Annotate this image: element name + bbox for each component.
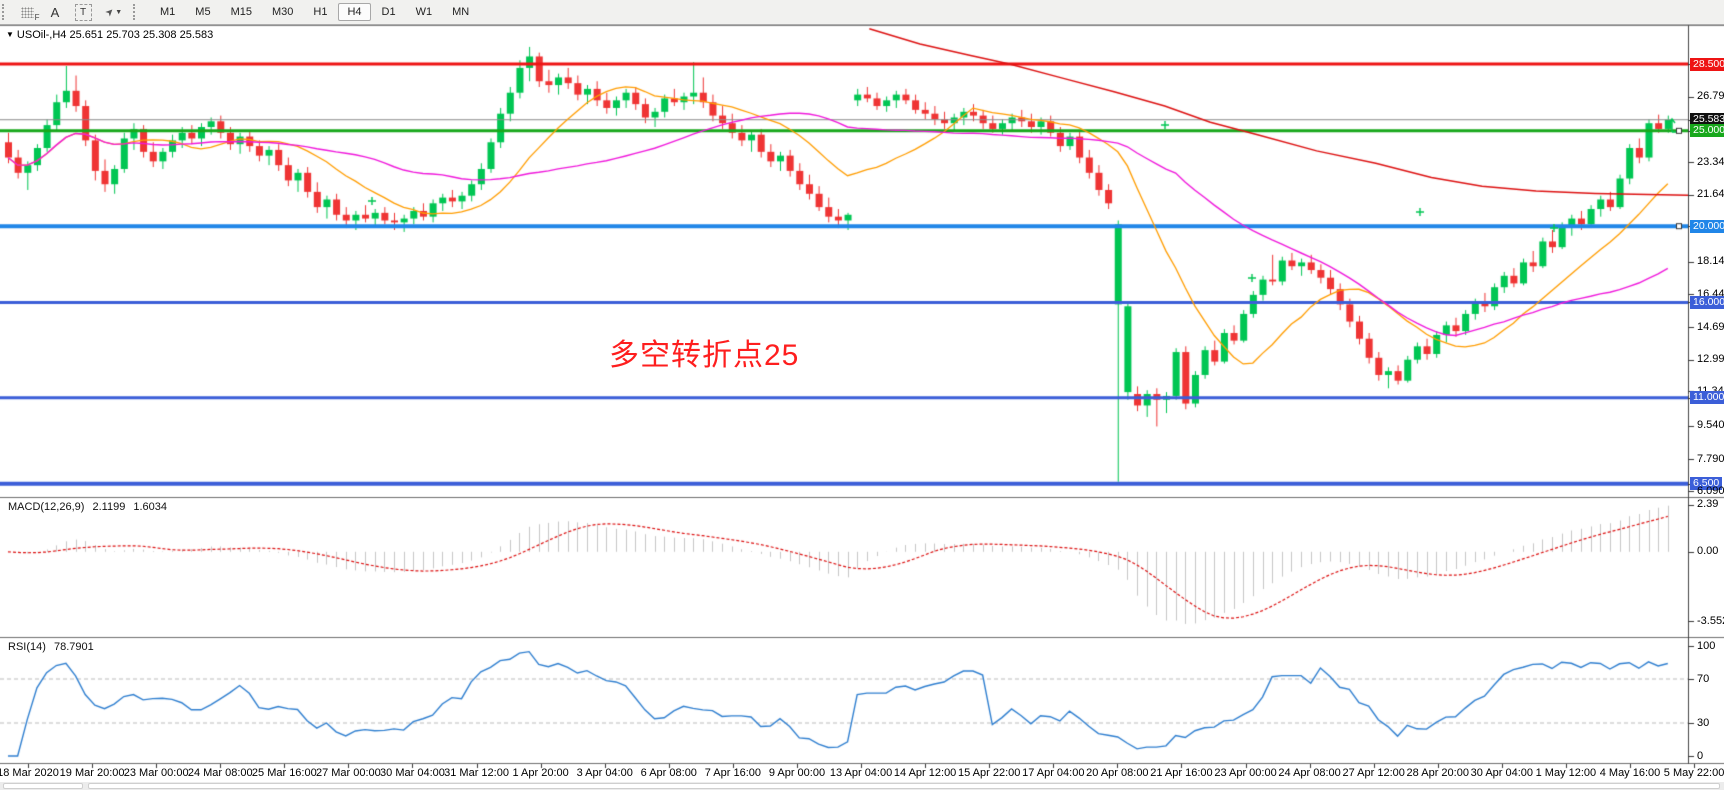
price-axis-tick: 12.990 bbox=[1697, 353, 1724, 366]
price-badge-20.000: 20.000 bbox=[1690, 219, 1724, 233]
rsi-axis-tick: 70 bbox=[1697, 672, 1710, 685]
price-axis-tick: 18.140 bbox=[1697, 255, 1724, 268]
rsi-name: RSI(14) bbox=[8, 641, 46, 653]
time-axis-label: 6 Apr 08:00 bbox=[640, 767, 697, 779]
time-axis-label: 1 May 12:00 bbox=[1535, 767, 1597, 779]
price-badge-25.000: 25.000 bbox=[1690, 124, 1724, 138]
time-axis-label: 23 Mar 00:00 bbox=[123, 767, 189, 779]
chart-title: ▼ USOil-,H4 25.651 25.703 25.308 25.583 bbox=[6, 29, 213, 41]
time-axis-label: 23 Apr 00:00 bbox=[1214, 767, 1277, 779]
price-badge-6.500: 6.500 bbox=[1690, 477, 1723, 491]
rsi-axis-tick: 100 bbox=[1697, 639, 1716, 652]
price-axis-tick: 14.690 bbox=[1697, 320, 1724, 333]
time-axis-label: 5 May 22:00 bbox=[1663, 767, 1724, 779]
time-axis-label: 21 Apr 16:00 bbox=[1150, 767, 1213, 779]
rsi-axis-tick: 0 bbox=[1697, 749, 1704, 762]
macd-axis-tick: 2.39 bbox=[1697, 498, 1719, 511]
price-axis-tick: 21.640 bbox=[1697, 188, 1724, 201]
time-axis-label: 1 Apr 20:00 bbox=[512, 767, 569, 779]
time-axis-label: 27 Apr 12:00 bbox=[1342, 767, 1405, 779]
price-axis-tick: 26.790 bbox=[1697, 90, 1724, 103]
price-axis-tick: 6.090 bbox=[1697, 484, 1724, 497]
macd-axis-tick: -3.5524 bbox=[1697, 614, 1724, 627]
macd-axis-tick: 0.00 bbox=[1697, 545, 1719, 558]
price-badge-28.500: 28.500 bbox=[1690, 57, 1724, 71]
time-axis-label: 13 Apr 04:00 bbox=[829, 767, 893, 779]
macd-name: MACD(12,26,9) bbox=[8, 501, 85, 513]
time-axis-label: 17 Apr 04:00 bbox=[1022, 767, 1085, 779]
rsi-axis-tick: 30 bbox=[1697, 716, 1710, 729]
time-axis-label: 3 Apr 04:00 bbox=[576, 767, 633, 779]
chart-text-annotation[interactable]: 多空转折点25 bbox=[609, 339, 800, 372]
price-badge-16.000: 16.000 bbox=[1690, 295, 1724, 309]
time-axis-label: 28 Apr 20:00 bbox=[1406, 767, 1469, 779]
time-axis-label: 19 Mar 20:00 bbox=[59, 767, 125, 779]
collapse-triangle-icon[interactable]: ▼ bbox=[6, 30, 14, 39]
time-axis-label: 15 Apr 22:00 bbox=[957, 767, 1021, 779]
time-axis-label: 7 Apr 16:00 bbox=[704, 767, 762, 779]
macd-label: MACD(12,26,9) 2.1199 1.6034 bbox=[8, 501, 172, 513]
price-axis-tick: 23.340 bbox=[1697, 155, 1724, 168]
price-badge-11.000: 11.000 bbox=[1690, 391, 1724, 405]
chart-ohlc-readout: 25.651 25.703 25.308 25.583 bbox=[69, 29, 214, 41]
price-axis-tick: 7.790 bbox=[1697, 452, 1724, 465]
rsi-value: 78.7901 bbox=[53, 641, 94, 653]
macd-signal-value: 1.6034 bbox=[133, 501, 168, 513]
scrollbar-left-box[interactable] bbox=[3, 783, 83, 789]
time-axis-label: 30 Mar 04:00 bbox=[380, 767, 445, 779]
macd-main-value: 2.1199 bbox=[92, 501, 126, 513]
rsi-label: RSI(14) 78.7901 bbox=[8, 641, 99, 653]
time-axis-label: 31 Mar 12:00 bbox=[444, 767, 509, 779]
time-axis-label: 25 Mar 16:00 bbox=[251, 767, 317, 779]
time-axis-label: 24 Apr 08:00 bbox=[1278, 767, 1341, 779]
chart-symbol: USOil-,H4 bbox=[16, 29, 67, 41]
time-axis-label: 9 Apr 00:00 bbox=[768, 767, 826, 779]
time-axis-label: 20 Apr 08:00 bbox=[1086, 767, 1149, 779]
horizontal-scrollbar[interactable] bbox=[0, 782, 1724, 790]
price-axis-tick: 9.540 bbox=[1697, 419, 1724, 432]
time-axis-label: 24 Mar 08:00 bbox=[187, 767, 253, 779]
scrollbar-thumb[interactable] bbox=[88, 783, 1720, 789]
time-axis-label: 4 May 16:00 bbox=[1599, 767, 1661, 779]
time-axis-label: 18 Mar 2020 bbox=[0, 767, 59, 779]
time-axis-label: 14 Apr 12:00 bbox=[893, 767, 957, 779]
time-axis-label: 27 Mar 00:00 bbox=[315, 767, 381, 779]
time-axis-label: 30 Apr 04:00 bbox=[1470, 767, 1534, 779]
price-badge-25.583: 25.583 bbox=[1690, 113, 1724, 127]
